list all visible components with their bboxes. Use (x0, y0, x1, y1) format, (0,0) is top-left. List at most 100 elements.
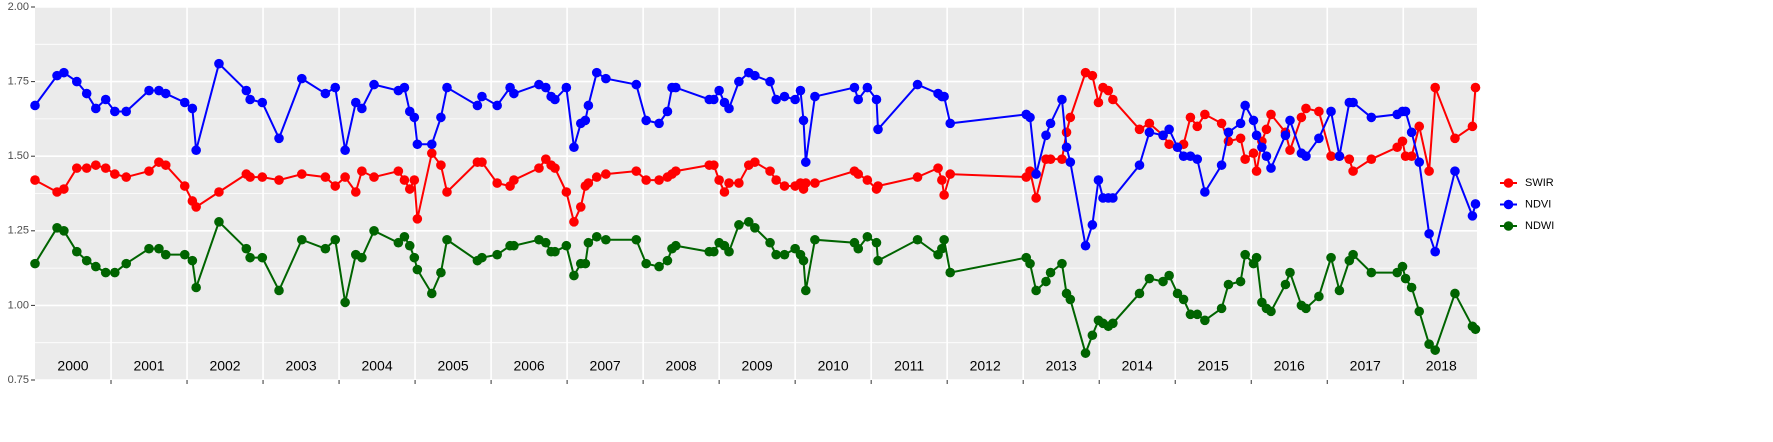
data-point (442, 82, 452, 93)
data-point (580, 258, 591, 269)
data-point (442, 234, 452, 245)
data-point (274, 133, 284, 144)
y-tick-label: 1.25 (8, 225, 29, 237)
data-point (399, 231, 410, 242)
data-point (340, 297, 350, 308)
year-label: 2006 (514, 358, 545, 374)
year-label: 2008 (666, 358, 697, 374)
data-point (257, 97, 268, 108)
data-point (724, 178, 734, 188)
data-point (1192, 154, 1203, 164)
data-point (1031, 169, 1041, 179)
data-point (1470, 199, 1481, 209)
data-point (1045, 154, 1056, 164)
data-point (91, 103, 101, 114)
data-point (350, 97, 361, 108)
data-point (750, 223, 760, 233)
data-point (1134, 124, 1145, 135)
data-point (1045, 267, 1056, 278)
data-point (912, 79, 923, 90)
data-point (144, 85, 154, 96)
data-point (214, 187, 224, 197)
data-point (1240, 249, 1250, 260)
data-point (409, 112, 420, 123)
data-point (912, 234, 923, 245)
data-point (297, 234, 307, 245)
data-point (1450, 166, 1460, 176)
y-tick-label: 1.75 (8, 76, 29, 88)
data-point (1430, 82, 1440, 93)
data-point (1424, 339, 1434, 349)
data-point (426, 139, 437, 150)
data-point (1261, 124, 1272, 135)
data-point (641, 175, 651, 185)
year-label: 2010 (818, 358, 849, 374)
data-point (1285, 145, 1295, 156)
data-point (257, 252, 268, 263)
data-point (357, 166, 367, 176)
legend-label: NDWI (1525, 220, 1554, 232)
data-point (1240, 100, 1250, 111)
data-point (191, 145, 201, 156)
legend-key-point (1503, 178, 1514, 188)
data-point (871, 94, 882, 105)
data-point (274, 285, 284, 296)
data-point (1301, 303, 1311, 314)
data-point (160, 88, 171, 99)
data-point (1080, 348, 1091, 358)
data-point (1223, 127, 1234, 138)
data-point (1301, 103, 1311, 114)
data-point (871, 237, 882, 248)
data-point (810, 91, 820, 102)
data-point (1280, 279, 1291, 290)
data-point (1280, 130, 1291, 141)
data-point (160, 160, 171, 170)
data-point (945, 267, 956, 278)
data-point (1251, 130, 1262, 141)
data-point (1108, 318, 1118, 329)
data-point (1257, 142, 1267, 153)
data-point (1406, 127, 1417, 138)
data-point (1397, 136, 1408, 147)
data-point (933, 163, 943, 173)
data-point (357, 103, 367, 114)
data-point (765, 237, 775, 248)
data-point (1087, 220, 1098, 230)
data-point (1467, 121, 1478, 132)
data-point (1248, 148, 1259, 159)
data-point (561, 82, 572, 93)
data-point (1172, 288, 1183, 299)
data-point (583, 100, 594, 111)
data-point (509, 88, 519, 99)
data-point (179, 249, 190, 260)
legend-key-point (1503, 221, 1514, 231)
data-point (641, 258, 651, 269)
data-point (1366, 267, 1377, 278)
data-point (1326, 151, 1336, 161)
data-point (569, 217, 579, 227)
data-point (81, 163, 92, 173)
data-point (399, 82, 410, 93)
data-point (412, 139, 423, 150)
data-point (509, 175, 519, 185)
data-point (257, 172, 268, 182)
data-point (939, 234, 949, 245)
data-point (179, 97, 190, 108)
data-point (671, 166, 681, 176)
data-point (1061, 127, 1072, 138)
data-point (671, 240, 681, 251)
data-point (426, 148, 437, 159)
data-point (436, 160, 446, 170)
data-point (426, 288, 437, 299)
legend-label: NDVI (1525, 198, 1551, 210)
y-tick-label: 1.50 (8, 150, 29, 162)
data-point (1164, 270, 1174, 281)
data-point (873, 124, 883, 135)
data-point (1065, 157, 1076, 167)
year-label: 2015 (1198, 358, 1229, 374)
data-point (1087, 70, 1098, 81)
data-point (393, 237, 404, 248)
data-point (399, 175, 410, 185)
data-point (1424, 166, 1434, 176)
data-point (862, 231, 873, 242)
